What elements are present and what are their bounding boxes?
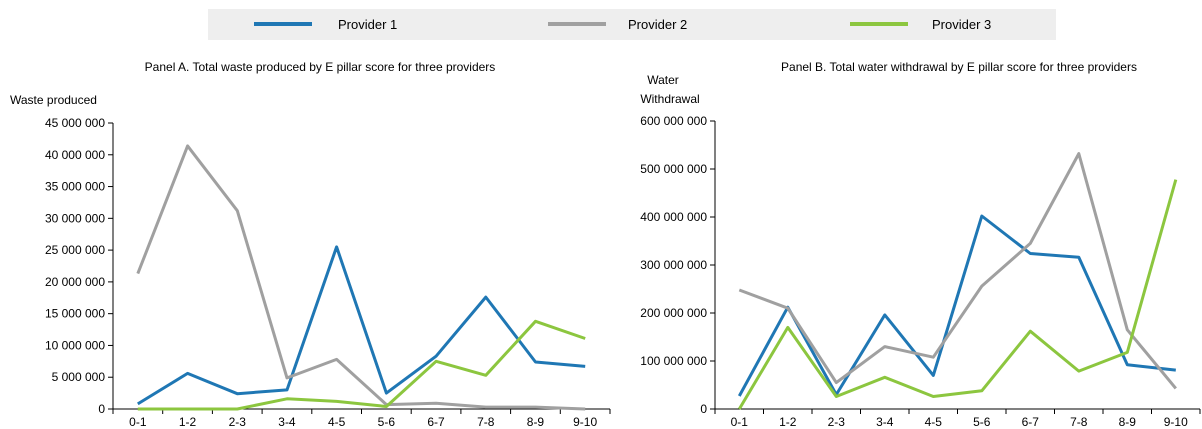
panel-a-x-tick-label: 7-8 (477, 415, 495, 429)
panel-a-x-tick-label: 8-9 (527, 415, 545, 429)
panel-b-series (737, 152, 1178, 410)
panel-b-y-tick-label: 0 (700, 402, 707, 416)
legend-label-provider-3: Provider 3 (932, 17, 992, 32)
panel-a-waste-chart: Panel A. Total waste produced by E pilla… (10, 60, 611, 429)
panel-b-y-tick-label: 300 000 000 (640, 258, 707, 272)
panel-a-x-tick-label: 4-5 (328, 415, 346, 429)
panel-a-y-tick-label: 20 000 000 (45, 275, 105, 289)
panel-a-x-tick-label: 0-1 (129, 415, 147, 429)
panel-a-y-tick-label: 45 000 000 (45, 116, 105, 130)
panel-b-x-tick-label: 5-6 (973, 415, 991, 429)
panel-a-y-tick-label: 40 000 000 (45, 148, 105, 162)
panel-b-x-tick-label: 0-1 (731, 415, 749, 429)
panel-b-x-tick-label: 4-5 (925, 415, 943, 429)
panel-a-y-tick-label: 10 000 000 (45, 338, 105, 352)
panel-b-series-line-provider-1 (737, 214, 1176, 397)
panel-a-x-tick-label: 3-4 (278, 415, 296, 429)
panel-b-y-tick-label: 500 000 000 (640, 162, 707, 176)
panel-b-axes: 0 100 000 000 200 000 000 300 000 000 400 00… (640, 114, 1201, 429)
panel-a-title: Panel A. Total waste produced by E pilla… (145, 60, 496, 74)
panel-a-y-tick-label: 30 000 000 (45, 211, 105, 225)
panel-a-series (136, 144, 586, 411)
legend-swatch-provider-3 (850, 22, 908, 26)
panel-b-y-axis-label-line-2: Withdrawal (640, 92, 699, 106)
panel-b-x-tick-label: 3-4 (876, 415, 894, 429)
panel-b-x-tick-label: 2-3 (828, 415, 846, 429)
panel-b-x-tick-label: 8-9 (1119, 415, 1137, 429)
panel-b-x-tick-label: 1-2 (779, 415, 797, 429)
legend-swatch-provider-2 (548, 22, 606, 26)
panel-a-y-tick-label: 25 000 000 (45, 243, 105, 257)
panel-b-y-axis-label-line-1: Water (647, 73, 679, 87)
panel-b-title: Panel B. Total water withdrawal by E pil… (781, 60, 1137, 74)
panel-a-y-tick-label: 5 000 000 (52, 370, 106, 384)
panel-a-y-tick-label: 0 (98, 402, 105, 416)
legend-label-provider-1: Provider 1 (338, 17, 398, 32)
panel-a-x-tick-label: 1-2 (179, 415, 197, 429)
panel-a-x-tick-label: 6-7 (427, 415, 445, 429)
panel-b-series-line-provider-2 (738, 152, 1177, 390)
panel-a-x-tick-label: 5-6 (378, 415, 396, 429)
panel-b-x-tick-label: 6-7 (1022, 415, 1040, 429)
panel-b-x-tick-label: 9-10 (1164, 415, 1188, 429)
panel-b-y-tick-label: 100 000 000 (640, 354, 707, 368)
legend-label-provider-2: Provider 2 (628, 17, 688, 32)
panel-b-y-tick-label: 600 000 000 (640, 114, 707, 128)
panel-b-y-tick-label: 200 000 000 (640, 306, 707, 320)
panel-b-x-tick-label: 7-8 (1070, 415, 1088, 429)
panel-a-y-axis-label: Waste produced (10, 93, 97, 107)
panel-b-water-chart: Panel B. Total water withdrawal by E pil… (640, 60, 1201, 429)
chart-legend: Provider 1 Provider 2 Provider 3 (208, 9, 1056, 40)
panel-b-series-line-provider-3 (738, 179, 1178, 410)
panel-a-series-line-provider-2 (136, 144, 586, 411)
panel-a-y-tick-label: 15 000 000 (45, 307, 105, 321)
panel-a-y-tick-label: 35 000 000 (45, 180, 105, 194)
panel-b-y-tick-label: 400 000 000 (640, 210, 707, 224)
legend-swatch-provider-1 (254, 22, 312, 26)
panel-a-series-line-provider-3 (137, 319, 586, 411)
panel-a-x-tick-label: 9-10 (573, 415, 597, 429)
panel-a-x-tick-label: 2-3 (229, 415, 247, 429)
panel-a-series-line-provider-1 (137, 245, 586, 406)
